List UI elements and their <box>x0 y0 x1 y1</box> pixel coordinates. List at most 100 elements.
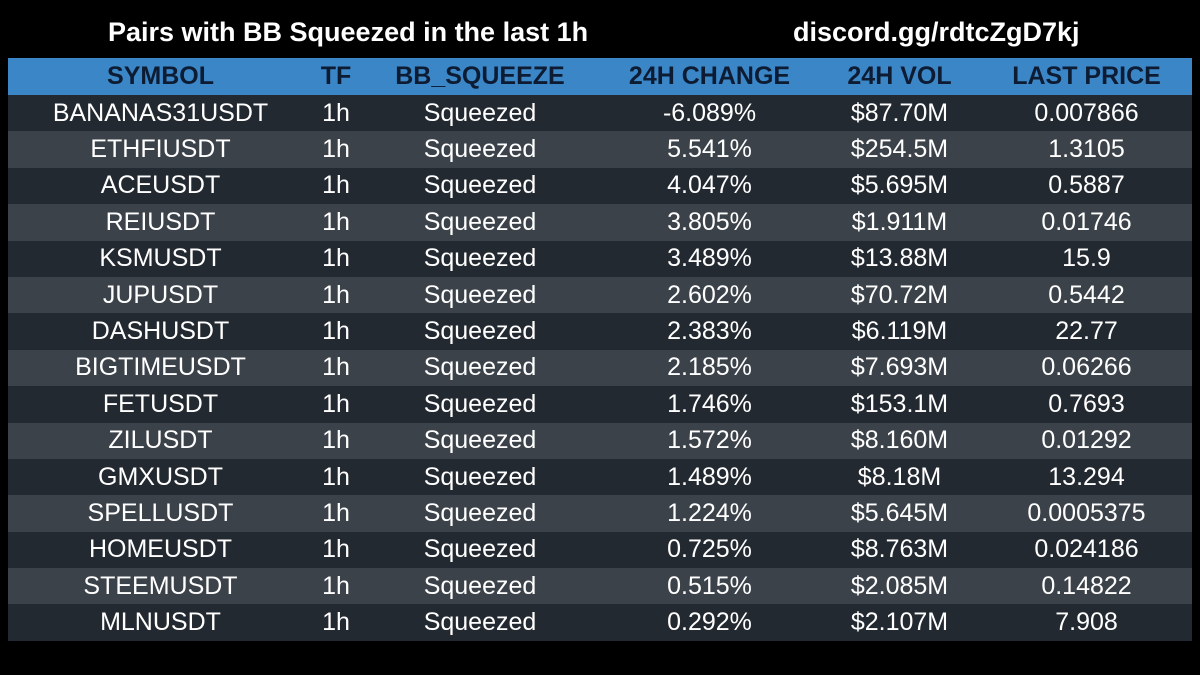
symbol-cell: SPELLUSDT <box>87 498 234 527</box>
price-cell: 0.5442 <box>1048 280 1125 309</box>
change-cell: 3.489% <box>667 244 752 273</box>
price-cell: 15.9 <box>1062 244 1111 273</box>
table-row: DASHUSDT 1h Squeezed 2.383% $6.119M 22.77 <box>8 313 1192 350</box>
change-cell: 2.185% <box>667 353 752 382</box>
change-cell: 4.047% <box>667 171 752 200</box>
volume-cell: $5.695M <box>850 171 949 200</box>
volume-cell: $1.911M <box>851 207 948 236</box>
bb-squeeze-cell: Squeezed <box>423 171 537 200</box>
table-row: FETUSDT 1h Squeezed 1.746% $153.1M 0.7693 <box>8 386 1192 423</box>
change-cell: 1.224% <box>667 498 752 527</box>
column-header-24h-vol: 24H VOL <box>847 62 952 90</box>
tf-cell: 1h <box>322 426 350 455</box>
price-cell: 1.3105 <box>1048 135 1125 164</box>
bb-squeeze-cell: Squeezed <box>423 389 537 418</box>
bb-squeeze-cell: Squeezed <box>423 353 537 382</box>
tf-cell: 1h <box>322 353 350 382</box>
change-cell: 1.746% <box>667 389 752 418</box>
bb-squeeze-cell: Squeezed <box>423 462 537 491</box>
table-row: KSMUSDT 1h Squeezed 3.489% $13.88M 15.9 <box>8 240 1192 277</box>
column-header-tf: TF <box>320 62 352 90</box>
change-cell: 1.572% <box>667 426 752 455</box>
price-cell: 0.01746 <box>1041 207 1132 236</box>
bb-squeeze-cell: Squeezed <box>423 498 537 527</box>
symbol-cell: BIGTIMEUSDT <box>75 353 246 382</box>
tf-cell: 1h <box>322 498 350 527</box>
price-cell: 0.024186 <box>1034 535 1139 564</box>
price-cell: 0.01292 <box>1041 426 1132 455</box>
symbol-cell: ETHFIUSDT <box>90 135 231 164</box>
symbol-cell: MLNUSDT <box>100 608 221 637</box>
symbol-cell: FETUSDT <box>102 389 219 418</box>
table-row: GMXUSDT 1h Squeezed 1.489% $8.18M 13.294 <box>8 458 1192 496</box>
volume-cell: $7.693M <box>850 353 949 382</box>
tf-cell: 1h <box>322 535 350 564</box>
tf-cell: 1h <box>322 244 350 273</box>
volume-cell: $2.107M <box>850 608 949 637</box>
column-header-symbol: SYMBOL <box>107 62 214 90</box>
bb-squeeze-cell: Squeezed <box>423 608 537 637</box>
volume-cell: $87.70M <box>850 98 949 127</box>
tf-cell: 1h <box>322 280 350 309</box>
bb-squeeze-cell: Squeezed <box>423 280 537 309</box>
change-cell: 0.725% <box>667 535 752 564</box>
volume-cell: $8.763M <box>850 535 949 564</box>
tf-cell: 1h <box>322 171 350 200</box>
price-cell: 7.908 <box>1055 608 1118 637</box>
volume-cell: $6.119M <box>851 317 948 346</box>
symbol-cell: ACEUSDT <box>100 171 221 200</box>
volume-cell: $8.18M <box>857 462 942 491</box>
table-row: SPELLUSDT 1h Squeezed 1.224% $5.645M 0.000537… <box>8 495 1192 532</box>
volume-cell: $254.5M <box>850 135 949 164</box>
bb-squeeze-cell: Squeezed <box>423 135 537 164</box>
bb-squeeze-cell: Squeezed <box>423 207 537 236</box>
symbol-cell: BANANAS31USDT <box>52 98 269 127</box>
table-header: SYMBOL TF BB_SQUEEZE 24H CHANGE 24H VOL … <box>8 58 1192 95</box>
column-header-last-price: LAST PRICE <box>1012 62 1161 90</box>
symbol-cell: HOMEUSDT <box>88 535 233 564</box>
bb-squeeze-cell: Squeezed <box>423 317 537 346</box>
table-row: BANANAS31USDT 1h Squeezed -6.089% $87.70M 0.0… <box>8 95 1192 132</box>
bb-squeeze-cell: Squeezed <box>423 535 537 564</box>
symbol-cell: DASHUSDT <box>91 317 230 346</box>
volume-cell: $153.1M <box>850 389 949 418</box>
tf-cell: 1h <box>322 98 350 127</box>
symbol-cell: REIUSDT <box>105 207 216 236</box>
price-cell: 0.007866 <box>1034 98 1139 127</box>
table-row: ETHFIUSDT 1h Squeezed 5.541% $254.5M 1.3105 <box>8 131 1192 168</box>
price-cell: 0.5887 <box>1048 171 1125 200</box>
volume-cell: $70.72M <box>850 280 949 309</box>
table-row: JUPUSDT 1h Squeezed 2.602% $70.72M 0.5442 <box>8 276 1192 314</box>
change-cell: 3.805% <box>667 207 752 236</box>
table-body: BANANAS31USDT 1h Squeezed -6.089% $87.70M 0.0… <box>8 95 1192 641</box>
tf-cell: 1h <box>322 462 350 491</box>
discord-link[interactable]: discord.gg/rdtcZgD7kj <box>793 17 1080 47</box>
page-title: Pairs with BB Squeezed in the last 1h <box>108 17 589 47</box>
tf-cell: 1h <box>322 135 350 164</box>
price-cell: 13.294 <box>1048 462 1125 491</box>
symbol-cell: KSMUSDT <box>99 244 222 273</box>
symbol-cell: STEEMUSDT <box>83 571 238 600</box>
change-cell: 2.383% <box>667 317 752 346</box>
bb-squeeze-cell: Squeezed <box>423 571 537 600</box>
change-cell: 0.292% <box>667 608 752 637</box>
symbol-cell: JUPUSDT <box>102 280 219 309</box>
volume-cell: $2.085M <box>850 571 949 600</box>
table-row: ACEUSDT 1h Squeezed 4.047% $5.695M 0.5887 <box>8 167 1192 205</box>
tf-cell: 1h <box>322 571 350 600</box>
volume-cell: $8.160M <box>850 426 949 455</box>
table-row: MLNUSDT 1h Squeezed 0.292% $2.107M 7.908 <box>8 604 1192 641</box>
column-header-bb-squeeze: BB_SQUEEZE <box>395 62 565 90</box>
price-cell: 0.06266 <box>1041 353 1132 382</box>
volume-cell: $13.88M <box>850 244 949 273</box>
symbol-cell: GMXUSDT <box>98 462 223 491</box>
table-row: ZILUSDT 1h Squeezed 1.572% $8.160M 0.01292 <box>8 422 1192 459</box>
bb-squeeze-cell: Squeezed <box>423 98 537 127</box>
squeeze-table: SYMBOL TF BB_SQUEEZE 24H CHANGE 24H VOL … <box>8 58 1192 641</box>
price-cell: 22.77 <box>1055 317 1118 346</box>
tf-cell: 1h <box>322 207 350 236</box>
tf-cell: 1h <box>322 317 350 346</box>
table-row: STEEMUSDT 1h Squeezed 0.515% $2.085M 0.14822 <box>8 568 1192 605</box>
change-cell: 1.489% <box>667 462 752 491</box>
bb-squeeze-cell: Squeezed <box>423 244 537 273</box>
